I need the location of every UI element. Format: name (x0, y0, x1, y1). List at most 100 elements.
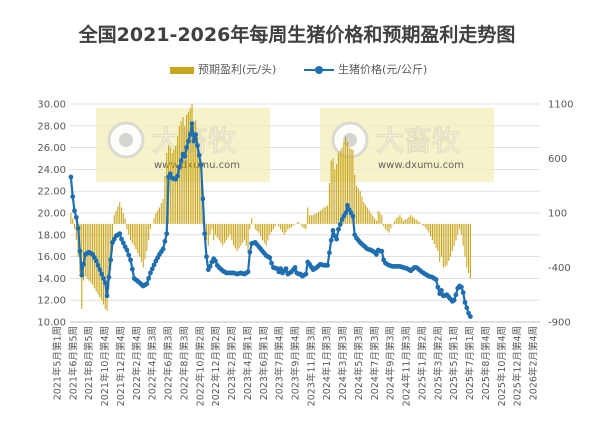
profit-bar (106, 223, 108, 312)
price-point (334, 236, 340, 242)
profit-bar (468, 223, 470, 273)
price-point (187, 132, 193, 137)
x-tick-label: 2025年5月第1周 (448, 326, 460, 400)
profit-bar (131, 223, 133, 243)
profit-bar (428, 223, 430, 233)
price-point (79, 272, 85, 278)
profit-bar (166, 153, 168, 224)
profit-bar (361, 196, 363, 224)
profit-bar (120, 207, 123, 224)
x-tick-label: 2024年11月第3周 (401, 326, 413, 406)
y-left-tick-label: 22.00 (37, 187, 66, 198)
profit-bar (422, 223, 424, 226)
x-tick-label: 2021年12月第4周 (115, 326, 127, 406)
profit-bar (393, 221, 396, 224)
profit-bar (346, 142, 349, 224)
profit-bar (214, 223, 217, 235)
price-point (198, 162, 204, 168)
profit-bar (276, 223, 278, 225)
profit-bar (285, 223, 287, 233)
profit-bar (280, 223, 282, 230)
price-point (124, 247, 130, 253)
price-point (336, 226, 341, 232)
price-point (95, 262, 101, 268)
profit-bar (366, 207, 368, 224)
profit-bar (195, 120, 197, 224)
profit-bar (108, 223, 110, 290)
profit-bar (397, 216, 399, 224)
profit-bar (312, 215, 314, 224)
profit-bar (122, 213, 124, 224)
profit-bar (374, 218, 376, 224)
profit-bar (119, 202, 121, 224)
y-right-tick-label: 600 (548, 154, 567, 165)
watermarks: 大畜牧 www.dxumu.com大畜牧 www.dxumu.com (96, 108, 494, 182)
price-point (68, 174, 74, 180)
y-right-tick-label: 1100 (548, 100, 573, 111)
profit-bar (175, 145, 177, 224)
profit-bar (365, 204, 367, 224)
profit-bar (72, 218, 74, 224)
profit-bar (153, 218, 155, 224)
price-point (81, 261, 86, 267)
x-tick-label: 2025年7月第1周 (464, 326, 476, 400)
x-tick-label: 2022年12月第2周 (210, 326, 222, 406)
watermark-brand: 大畜牧 (376, 124, 461, 157)
x-tick-label: 2021年5月第1周 (52, 326, 64, 400)
price-point (73, 214, 79, 220)
x-tick-label: 2025年1月第2周 (416, 326, 428, 400)
profit-bar (455, 223, 457, 241)
price-point (102, 280, 108, 286)
profit-bar (265, 223, 267, 246)
y-left-tick-label: 30.00 (37, 100, 66, 111)
profit-bar (193, 125, 195, 224)
x-tick-label: 2024年5月第3周 (353, 326, 365, 400)
x-tick-label: 2025年8月第4周 (480, 326, 492, 400)
profit-bar (336, 163, 338, 224)
legend-item-profit: 预期盈利(元/头) (170, 62, 276, 78)
profit-bar (410, 215, 412, 224)
profit-bar (287, 223, 289, 230)
profit-bar (84, 223, 86, 277)
price-point (200, 196, 206, 202)
price-point (193, 132, 199, 137)
profit-bar (350, 148, 352, 224)
price-point (77, 248, 83, 254)
profit-bar (278, 223, 280, 227)
profit-bar (209, 223, 211, 235)
profit-bar (135, 223, 137, 250)
profit-bar (296, 222, 298, 224)
profit-bar (417, 220, 419, 224)
profit-bar (301, 223, 303, 228)
profit-bar (115, 210, 117, 224)
y-left-tick-label: 26.00 (37, 143, 66, 154)
x-tick-label: 2025年3月第2周 (432, 326, 444, 400)
profit-bar (419, 222, 421, 224)
profit-bar (251, 218, 253, 224)
x-tick-label: 2026年2月第4周 (528, 326, 540, 400)
profit-bar (99, 223, 101, 298)
profit-bar (460, 223, 462, 235)
price-point (182, 153, 188, 159)
x-tick-label: 2022年4月第3周 (147, 326, 159, 400)
profit-bar (390, 223, 392, 229)
profit-bar (318, 211, 320, 224)
profit-bar (466, 223, 468, 268)
profit-bar (126, 223, 128, 230)
profit-bar (442, 223, 444, 268)
price-point (196, 152, 202, 158)
watermark-icon-dot (119, 133, 133, 147)
price-point (175, 173, 180, 179)
profit-bar (104, 223, 106, 309)
price-point (108, 257, 114, 263)
price-point (207, 264, 213, 269)
profit-bar (189, 108, 191, 224)
x-tick-label: 2021年6月第5周 (67, 326, 79, 400)
profit-bar (408, 216, 410, 224)
profit-bar (187, 111, 189, 224)
profit-bar (392, 223, 394, 225)
price-point (128, 257, 133, 263)
profit-bar (269, 223, 271, 235)
profit-bar (218, 223, 220, 241)
profit-bar (97, 223, 99, 295)
